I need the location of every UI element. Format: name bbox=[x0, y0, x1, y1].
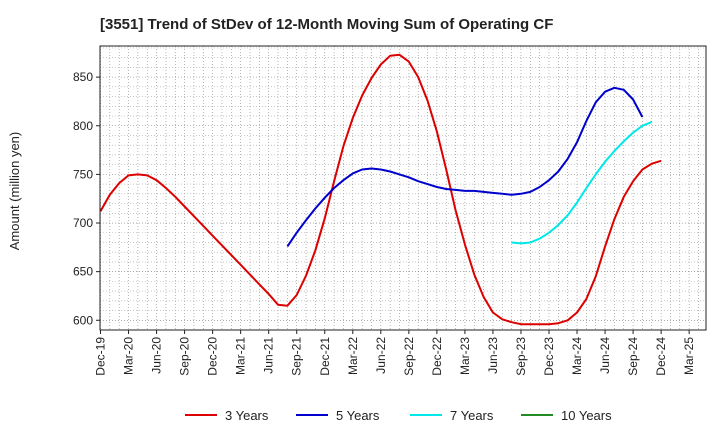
y-tick-label: 650 bbox=[73, 265, 93, 279]
x-tick-label: Mar-21 bbox=[234, 337, 248, 375]
plot-frame bbox=[99, 45, 707, 331]
y-tick-label: 700 bbox=[73, 216, 93, 230]
x-tick-label: Dec-19 bbox=[94, 337, 108, 376]
x-tick-label: Dec-21 bbox=[318, 337, 332, 376]
chart-title: [3551] Trend of StDev of 12-Month Moving… bbox=[100, 16, 553, 33]
x-tick-label: Dec-20 bbox=[206, 337, 220, 376]
x-tick-label: Sep-22 bbox=[402, 337, 416, 376]
series-line-3-years bbox=[99, 53, 662, 326]
x-tick-label: Sep-23 bbox=[514, 337, 528, 376]
y-tick-label: 850 bbox=[73, 70, 93, 84]
x-tick-label: Dec-22 bbox=[430, 337, 444, 376]
x-tick-label: Mar-20 bbox=[122, 337, 136, 375]
y-tick-label: 800 bbox=[73, 119, 93, 133]
legend-label: 3 Years bbox=[225, 408, 269, 423]
x-tick-label: Dec-23 bbox=[542, 337, 556, 376]
x-tick-label: Mar-23 bbox=[458, 337, 472, 375]
x-tick-label: Jun-20 bbox=[150, 337, 164, 374]
series-layer bbox=[99, 53, 662, 326]
legend-label: 7 Years bbox=[450, 408, 494, 423]
series-line-5-years bbox=[286, 86, 644, 247]
x-tick-label: Mar-25 bbox=[682, 337, 696, 375]
legend-label: 5 Years bbox=[336, 408, 380, 423]
legend: 3 Years 5 Years 7 Years 10 Years bbox=[185, 408, 612, 423]
y-tick-label: 750 bbox=[73, 167, 93, 181]
series-line-7-years bbox=[511, 120, 653, 245]
y-axis-label: Amount (million yen) bbox=[7, 132, 22, 251]
x-tick-label: Sep-21 bbox=[290, 337, 304, 376]
x-tick-label: Jun-22 bbox=[374, 337, 388, 374]
y-tick-labels: 600 650 700 750 800 850 bbox=[73, 70, 100, 327]
x-tick-label: Sep-24 bbox=[626, 337, 640, 376]
y-tick-label: 600 bbox=[73, 313, 93, 327]
x-tick-label: Dec-24 bbox=[654, 337, 668, 376]
x-tick-label: Mar-24 bbox=[570, 337, 584, 375]
x-tick-labels: Dec-19 Mar-20 Jun-20 Sep-20 Dec-20 Mar-21 Jun-… bbox=[94, 330, 696, 376]
x-tick-label: Jun-24 bbox=[598, 337, 612, 374]
x-tick-label: Jun-21 bbox=[262, 337, 276, 374]
legend-label: 10 Years bbox=[561, 408, 612, 423]
x-tick-label: Jun-23 bbox=[486, 337, 500, 374]
x-tick-label: Mar-22 bbox=[346, 337, 360, 375]
x-tick-label: Sep-20 bbox=[178, 337, 192, 376]
